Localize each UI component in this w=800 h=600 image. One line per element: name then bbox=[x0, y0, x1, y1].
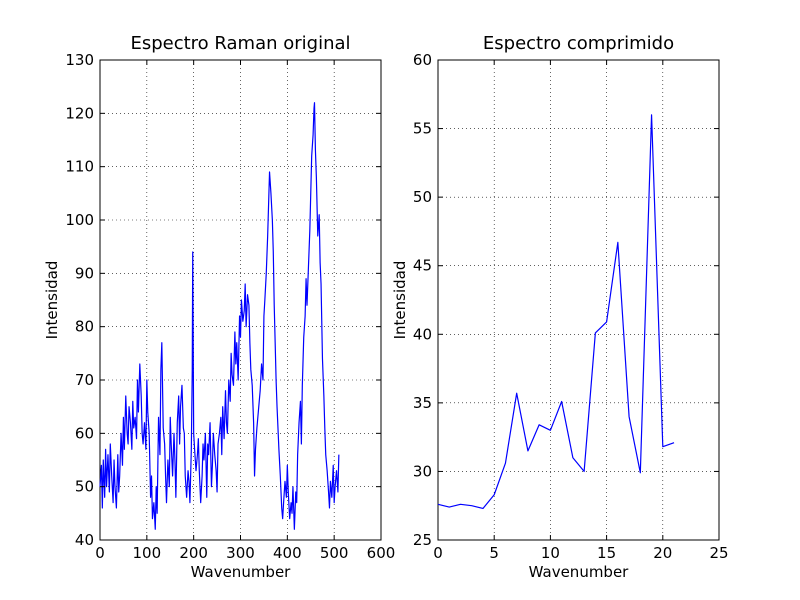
x-axis-label-compressed: Wavenumber bbox=[529, 563, 630, 581]
y-tick-label: 50 bbox=[413, 188, 432, 206]
plot-area-compressed bbox=[437, 59, 720, 541]
x-tick-label: 100 bbox=[133, 544, 162, 562]
x-tick-label: 0 bbox=[95, 544, 105, 562]
y-tick-label: 50 bbox=[75, 478, 94, 496]
x-tick-label: 600 bbox=[367, 544, 396, 562]
chart-title-original: Espectro Raman original bbox=[130, 33, 350, 54]
y-tick-label: 70 bbox=[75, 371, 94, 389]
y-tick-label: 40 bbox=[75, 531, 94, 549]
x-tick-label: 500 bbox=[320, 544, 349, 562]
x-tick-label: 20 bbox=[653, 544, 672, 562]
series-line-compressed bbox=[437, 114, 675, 510]
x-tick-label: 5 bbox=[489, 544, 499, 562]
y-tick-label: 30 bbox=[413, 462, 432, 480]
chart-original: 0 100 200 300 400 500 600 40 50 60 70 80 90 100 110 120… bbox=[43, 33, 395, 581]
series-line-original bbox=[99, 102, 340, 530]
y-tick-label: 35 bbox=[413, 394, 432, 412]
x-tick-label: 200 bbox=[179, 544, 208, 562]
y-axis-label-original: Intensidad bbox=[43, 261, 61, 340]
x-tick-label: 25 bbox=[709, 544, 728, 562]
x-tick-label: 10 bbox=[541, 544, 560, 562]
y-tick-label: 130 bbox=[65, 51, 94, 69]
y-tick-label: 100 bbox=[65, 211, 94, 229]
y-tick-label: 110 bbox=[65, 158, 94, 176]
x-tick-label: 300 bbox=[226, 544, 255, 562]
x-tick-label: 400 bbox=[273, 544, 302, 562]
y-axis-label-compressed: Intensidad bbox=[391, 261, 409, 340]
x-axis-label-original: Wavenumber bbox=[191, 563, 292, 581]
x-tick-label: 15 bbox=[597, 544, 616, 562]
y-tick-label: 120 bbox=[65, 104, 94, 122]
y-tick-label: 90 bbox=[75, 264, 94, 282]
y-tick-label: 80 bbox=[75, 318, 94, 336]
y-tick-label: 45 bbox=[413, 257, 432, 275]
chart-title-compressed: Espectro comprimido bbox=[483, 33, 674, 54]
x-tick-label: 0 bbox=[433, 544, 443, 562]
y-tick-label: 25 bbox=[413, 531, 432, 549]
y-tick-label: 60 bbox=[75, 424, 94, 442]
chart-compressed: 0 5 10 15 20 25 25 30 35 40 45 50 55 60 Espectro comp… bbox=[391, 33, 729, 581]
y-tick-label: 55 bbox=[413, 120, 432, 138]
y-tick-label: 60 bbox=[413, 51, 432, 69]
y-tick-label: 40 bbox=[413, 325, 432, 343]
